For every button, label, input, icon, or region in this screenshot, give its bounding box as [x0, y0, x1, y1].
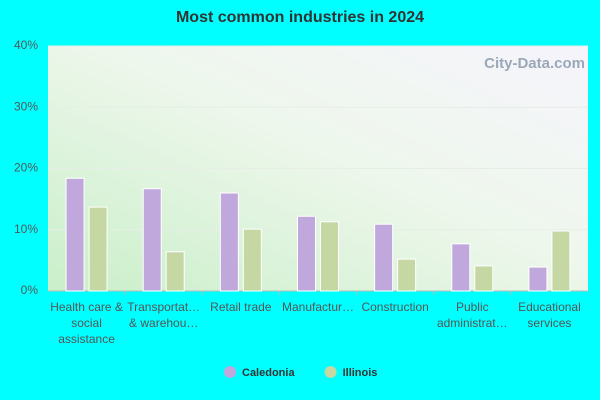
- y-tick-label: 40%: [14, 38, 38, 52]
- x-tick-label: Construction: [361, 300, 429, 314]
- bar: [242, 228, 262, 292]
- bar: [320, 221, 339, 292]
- x-tick-label: Educational services: [518, 300, 581, 330]
- y-tick-label: 10%: [14, 222, 38, 236]
- y-tick-label: 0%: [21, 283, 39, 297]
- x-tick-label: Manufactur…: [281, 300, 355, 314]
- bar: [219, 192, 239, 292]
- bar: [88, 206, 108, 292]
- y-tick-label: 30%: [14, 99, 38, 113]
- x-tick-label: Retail trade: [210, 300, 272, 314]
- legend-label: Illinois: [343, 367, 378, 379]
- bar: [374, 223, 394, 292]
- y-tick-label: 20%: [14, 161, 38, 175]
- bar: [451, 243, 471, 292]
- chart-title: Most common industries in 2024: [176, 9, 424, 26]
- legend-label: Caledonia: [242, 367, 295, 379]
- bar: [297, 215, 316, 292]
- bar: [551, 230, 571, 292]
- bar: [397, 258, 417, 292]
- x-tick-label: Transportat… & warehou…: [127, 300, 201, 330]
- legend-swatch: [224, 366, 236, 378]
- bar: [474, 265, 494, 292]
- bar: [165, 251, 185, 292]
- legend-swatch: [324, 366, 337, 378]
- bar: [65, 177, 85, 292]
- x-tick-label: Health care & social assistance: [50, 300, 123, 346]
- bar: [528, 266, 548, 292]
- watermark: City-Data.com: [484, 55, 585, 72]
- bar: [142, 188, 162, 292]
- x-tick-label: Public administrat…: [436, 300, 508, 330]
